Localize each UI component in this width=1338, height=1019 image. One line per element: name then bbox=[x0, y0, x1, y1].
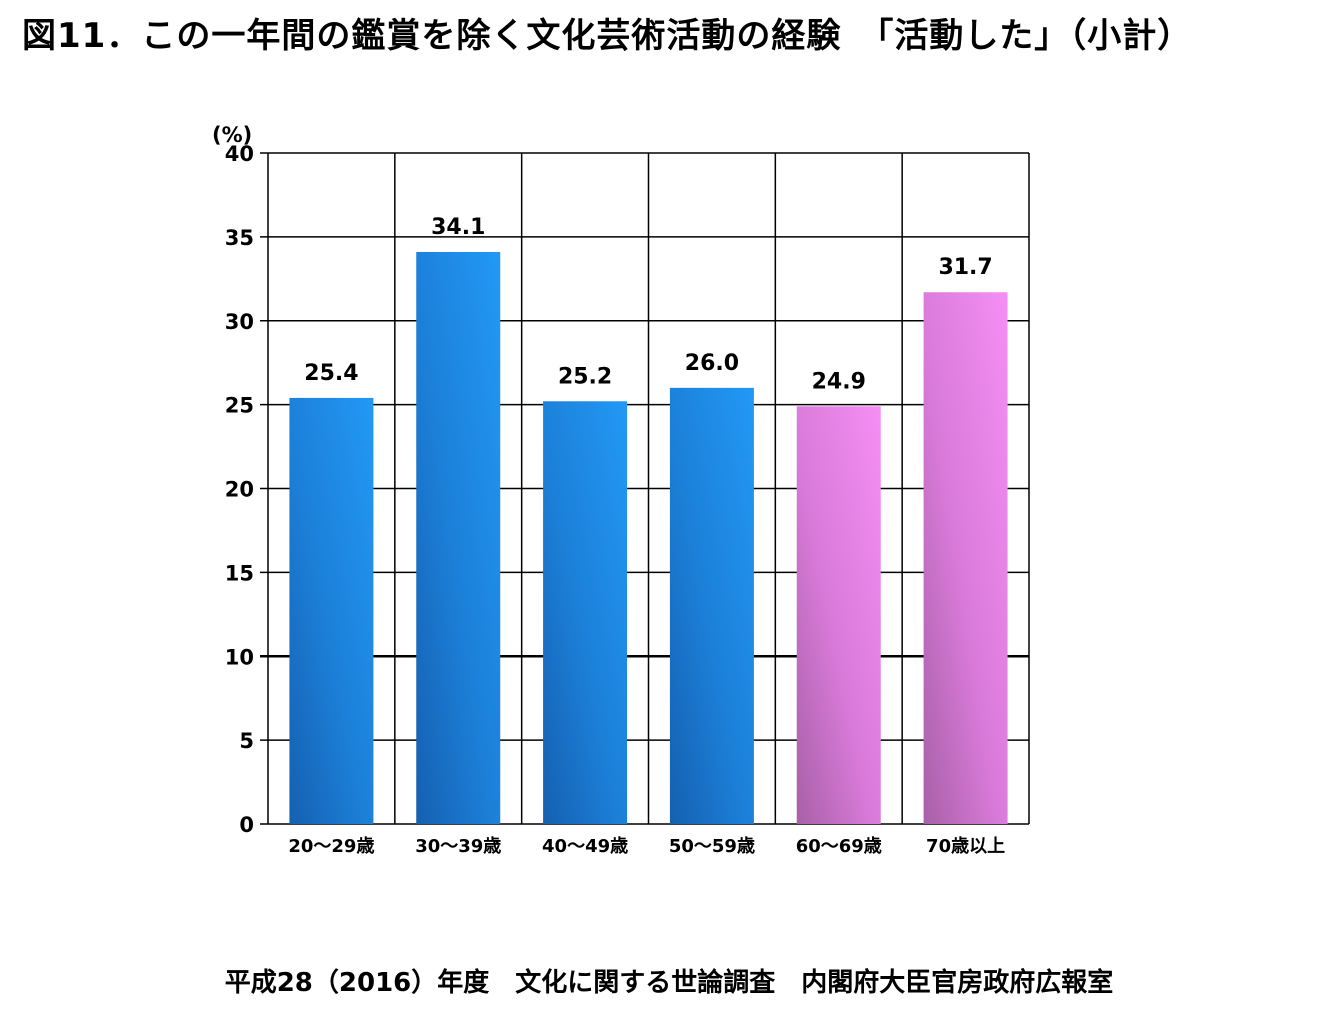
bar bbox=[416, 251, 501, 824]
value-label: 34.1 bbox=[431, 215, 485, 240]
y-tick-label: 10 bbox=[225, 645, 254, 669]
value-label: 25.2 bbox=[558, 364, 612, 389]
value-label: 24.9 bbox=[812, 369, 866, 394]
bar bbox=[543, 401, 628, 824]
bar-chart: (%) 0 5 10 15 20 25 30 35 40 25.4 20～29歳 34.1 30～39歳… bbox=[212, 123, 1030, 857]
bar bbox=[923, 292, 1008, 824]
bar-layer bbox=[289, 251, 1008, 824]
bar bbox=[669, 387, 754, 824]
y-tick-label: 35 bbox=[225, 226, 254, 250]
y-axis-unit-label: (%) bbox=[212, 123, 252, 147]
source-footer: 平成28（2016）年度 文化に関する世論調査 内閣府大臣官房政府広報室 bbox=[224, 968, 1114, 998]
x-tick-label: 30～39歳 bbox=[415, 836, 501, 857]
bar bbox=[796, 406, 881, 824]
y-tick-label: 20 bbox=[225, 478, 254, 502]
y-tick-label: 40 bbox=[225, 142, 254, 166]
y-tick-label: 0 bbox=[239, 813, 254, 837]
value-label: 31.7 bbox=[938, 255, 992, 280]
bar bbox=[289, 397, 374, 824]
x-tick-label: 70歳以上 bbox=[926, 836, 1005, 857]
y-tick-label: 5 bbox=[239, 729, 254, 753]
y-tick-label: 30 bbox=[225, 310, 254, 334]
x-tick-label: 50～59歳 bbox=[669, 836, 755, 857]
x-tick-label: 20～29歳 bbox=[288, 836, 374, 857]
y-tick-label: 25 bbox=[225, 394, 254, 418]
value-label: 25.4 bbox=[304, 361, 358, 386]
y-tick-label: 15 bbox=[225, 561, 254, 585]
grid-layer bbox=[260, 152, 1030, 825]
label-layer: 0 5 10 15 20 25 30 35 40 25.4 20～29歳 34.1 30～39歳 25.2… bbox=[225, 142, 1005, 857]
x-tick-label: 60～69歳 bbox=[796, 836, 882, 857]
value-label: 26.0 bbox=[685, 351, 739, 376]
chart-title: 図11．この一年間の鑑賞を除く文化芸術活動の経験 「活動した」（小計） bbox=[22, 16, 1193, 56]
x-tick-label: 40～49歳 bbox=[542, 836, 628, 857]
